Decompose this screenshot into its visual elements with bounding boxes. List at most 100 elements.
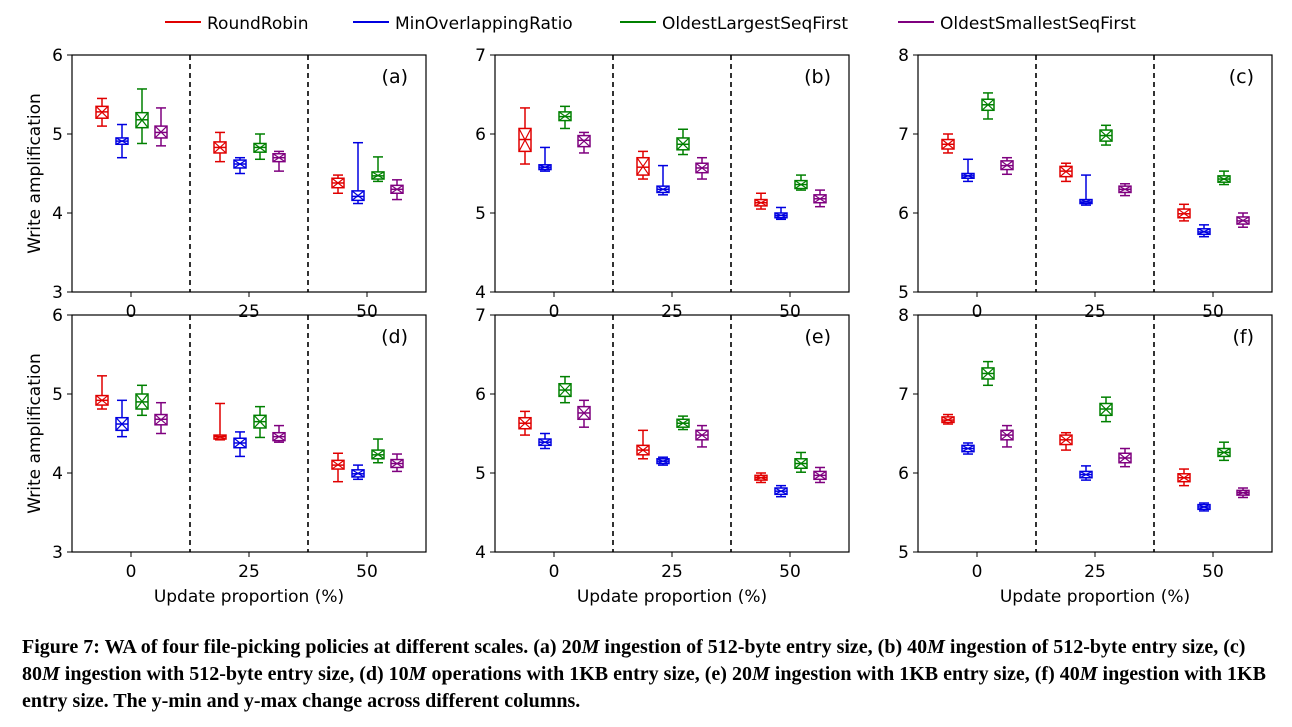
x-axis-label: Update proportion (%) — [1000, 587, 1190, 607]
y-tick-label: 7 — [475, 306, 486, 326]
box-mark — [331, 174, 345, 194]
panel-a: 3 4 5 6 0 25 50 (a) Write amplification — [25, 46, 427, 322]
y-tick-label: 5 — [475, 464, 486, 484]
box-mark — [253, 405, 267, 439]
box-mark — [1059, 162, 1073, 183]
box-mark — [676, 128, 690, 156]
box-mark — [115, 399, 129, 438]
box-mark — [656, 456, 670, 466]
plot-frame — [494, 54, 850, 293]
box-mark — [941, 133, 955, 154]
legend-label: MinOverlappingRatio — [395, 14, 573, 34]
caption-part-1: Figure 7: WA of four file-picking polici… — [22, 636, 582, 658]
y-axis-label: Write amplification — [25, 93, 45, 254]
box-mark — [981, 92, 995, 120]
box-mark — [558, 375, 572, 404]
box-mark — [154, 401, 168, 435]
caption-unit-m: M — [42, 663, 60, 685]
box-mark — [1079, 465, 1093, 481]
caption-part-2: ingestion of 512-byte entry size, (b) 40 — [604, 636, 928, 658]
box-iqr — [577, 134, 591, 148]
caption-part-5: operations with 1KB entry size, (e) 20 — [431, 663, 752, 685]
x-tick-label: 0 — [972, 562, 983, 582]
x-tick-label: 0 — [126, 302, 137, 322]
box-mark — [813, 189, 827, 208]
box-mark — [233, 156, 247, 175]
box-mark — [95, 375, 109, 410]
box-mark — [636, 150, 650, 180]
legend-label: OldestLargestSeqFirst — [662, 14, 848, 34]
box-mark — [371, 438, 385, 464]
panel-label: (d) — [381, 326, 408, 348]
box-mark — [636, 429, 650, 460]
box-mark — [1236, 487, 1250, 499]
y-tick-label: 4 — [52, 464, 63, 484]
x-tick-label: 0 — [126, 562, 137, 582]
x-tick-label: 25 — [661, 302, 683, 322]
panel-label: (c) — [1229, 66, 1254, 88]
panel-d: 3 4 5 6 0 25 50 (d) Write amplification Update pr… — [25, 306, 427, 607]
y-tick-label: 3 — [52, 543, 63, 563]
box-mark — [390, 179, 404, 201]
y-tick-label: 8 — [898, 306, 909, 326]
box-mark — [371, 156, 385, 183]
caption-unit-m: M — [408, 663, 427, 685]
x-axis-label: Update proportion (%) — [154, 587, 344, 607]
box-mark — [1197, 502, 1211, 512]
caption-part-4: ingestion with 512-byte entry size, (d) … — [64, 663, 409, 685]
y-tick-label: 6 — [475, 125, 486, 145]
box-mark — [253, 133, 267, 161]
box-mark — [695, 156, 709, 180]
box-mark — [695, 424, 709, 448]
y-tick-label: 3 — [52, 283, 63, 303]
box-mark — [577, 399, 591, 428]
box-mark — [115, 123, 129, 159]
box-mark — [961, 442, 975, 455]
box-mark — [1099, 396, 1113, 423]
box-mark — [272, 424, 286, 443]
box-mark — [1079, 174, 1093, 206]
box-mark — [95, 97, 109, 127]
x-tick-label: 50 — [779, 302, 801, 322]
box-mark — [351, 464, 365, 481]
box-mark — [1177, 468, 1191, 487]
box-mark — [135, 384, 149, 417]
box-mark — [1000, 424, 1014, 448]
y-tick-label: 7 — [475, 46, 486, 66]
panel-c: 5 6 7 8 0 25 50 (c) — [898, 46, 1273, 322]
plot-frame — [71, 314, 427, 553]
box-mark — [538, 432, 552, 450]
caption-unit-m: M — [581, 636, 600, 658]
box-mark — [1118, 447, 1132, 468]
box-mark — [676, 415, 690, 431]
x-tick-label: 25 — [661, 562, 683, 582]
y-tick-label: 7 — [898, 125, 909, 145]
box-mark — [941, 413, 955, 425]
box-mark — [961, 158, 975, 183]
box-mark — [1118, 183, 1132, 197]
y-tick-label: 4 — [475, 543, 486, 563]
box-mark — [213, 131, 227, 163]
figure-caption: Figure 7: WA of four file-picking polici… — [22, 634, 1282, 715]
box-mark — [794, 451, 808, 473]
box-mark — [1217, 170, 1231, 186]
box-mark — [154, 107, 168, 147]
box-mark — [1236, 212, 1250, 228]
x-tick-label: 50 — [1202, 302, 1224, 322]
box-mark — [518, 410, 532, 436]
legend-label: OldestSmallestSeqFirst — [940, 14, 1136, 34]
box-cross — [636, 157, 650, 176]
box-mark — [656, 164, 670, 196]
box-mark — [213, 402, 227, 441]
box-mark — [272, 150, 286, 172]
y-tick-label: 4 — [475, 283, 486, 303]
plot-frame — [71, 54, 427, 293]
x-tick-label: 25 — [238, 302, 260, 322]
x-tick-label: 50 — [356, 562, 378, 582]
box-iqr — [351, 190, 365, 202]
panel-label: (b) — [804, 66, 831, 88]
plot-frame — [917, 314, 1273, 553]
caption-part-6: ingestion with 1KB entry size, (f) 40 — [774, 663, 1080, 685]
box-mark — [233, 431, 247, 458]
box-mark — [813, 466, 827, 484]
